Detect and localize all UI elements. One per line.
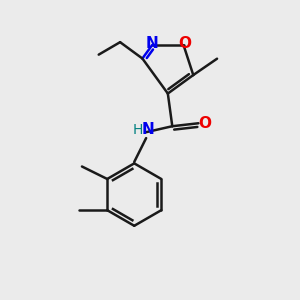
Text: H: H (133, 123, 143, 137)
Text: N: N (141, 122, 154, 137)
Text: N: N (146, 36, 158, 51)
Text: O: O (178, 36, 191, 51)
Text: O: O (199, 116, 212, 131)
